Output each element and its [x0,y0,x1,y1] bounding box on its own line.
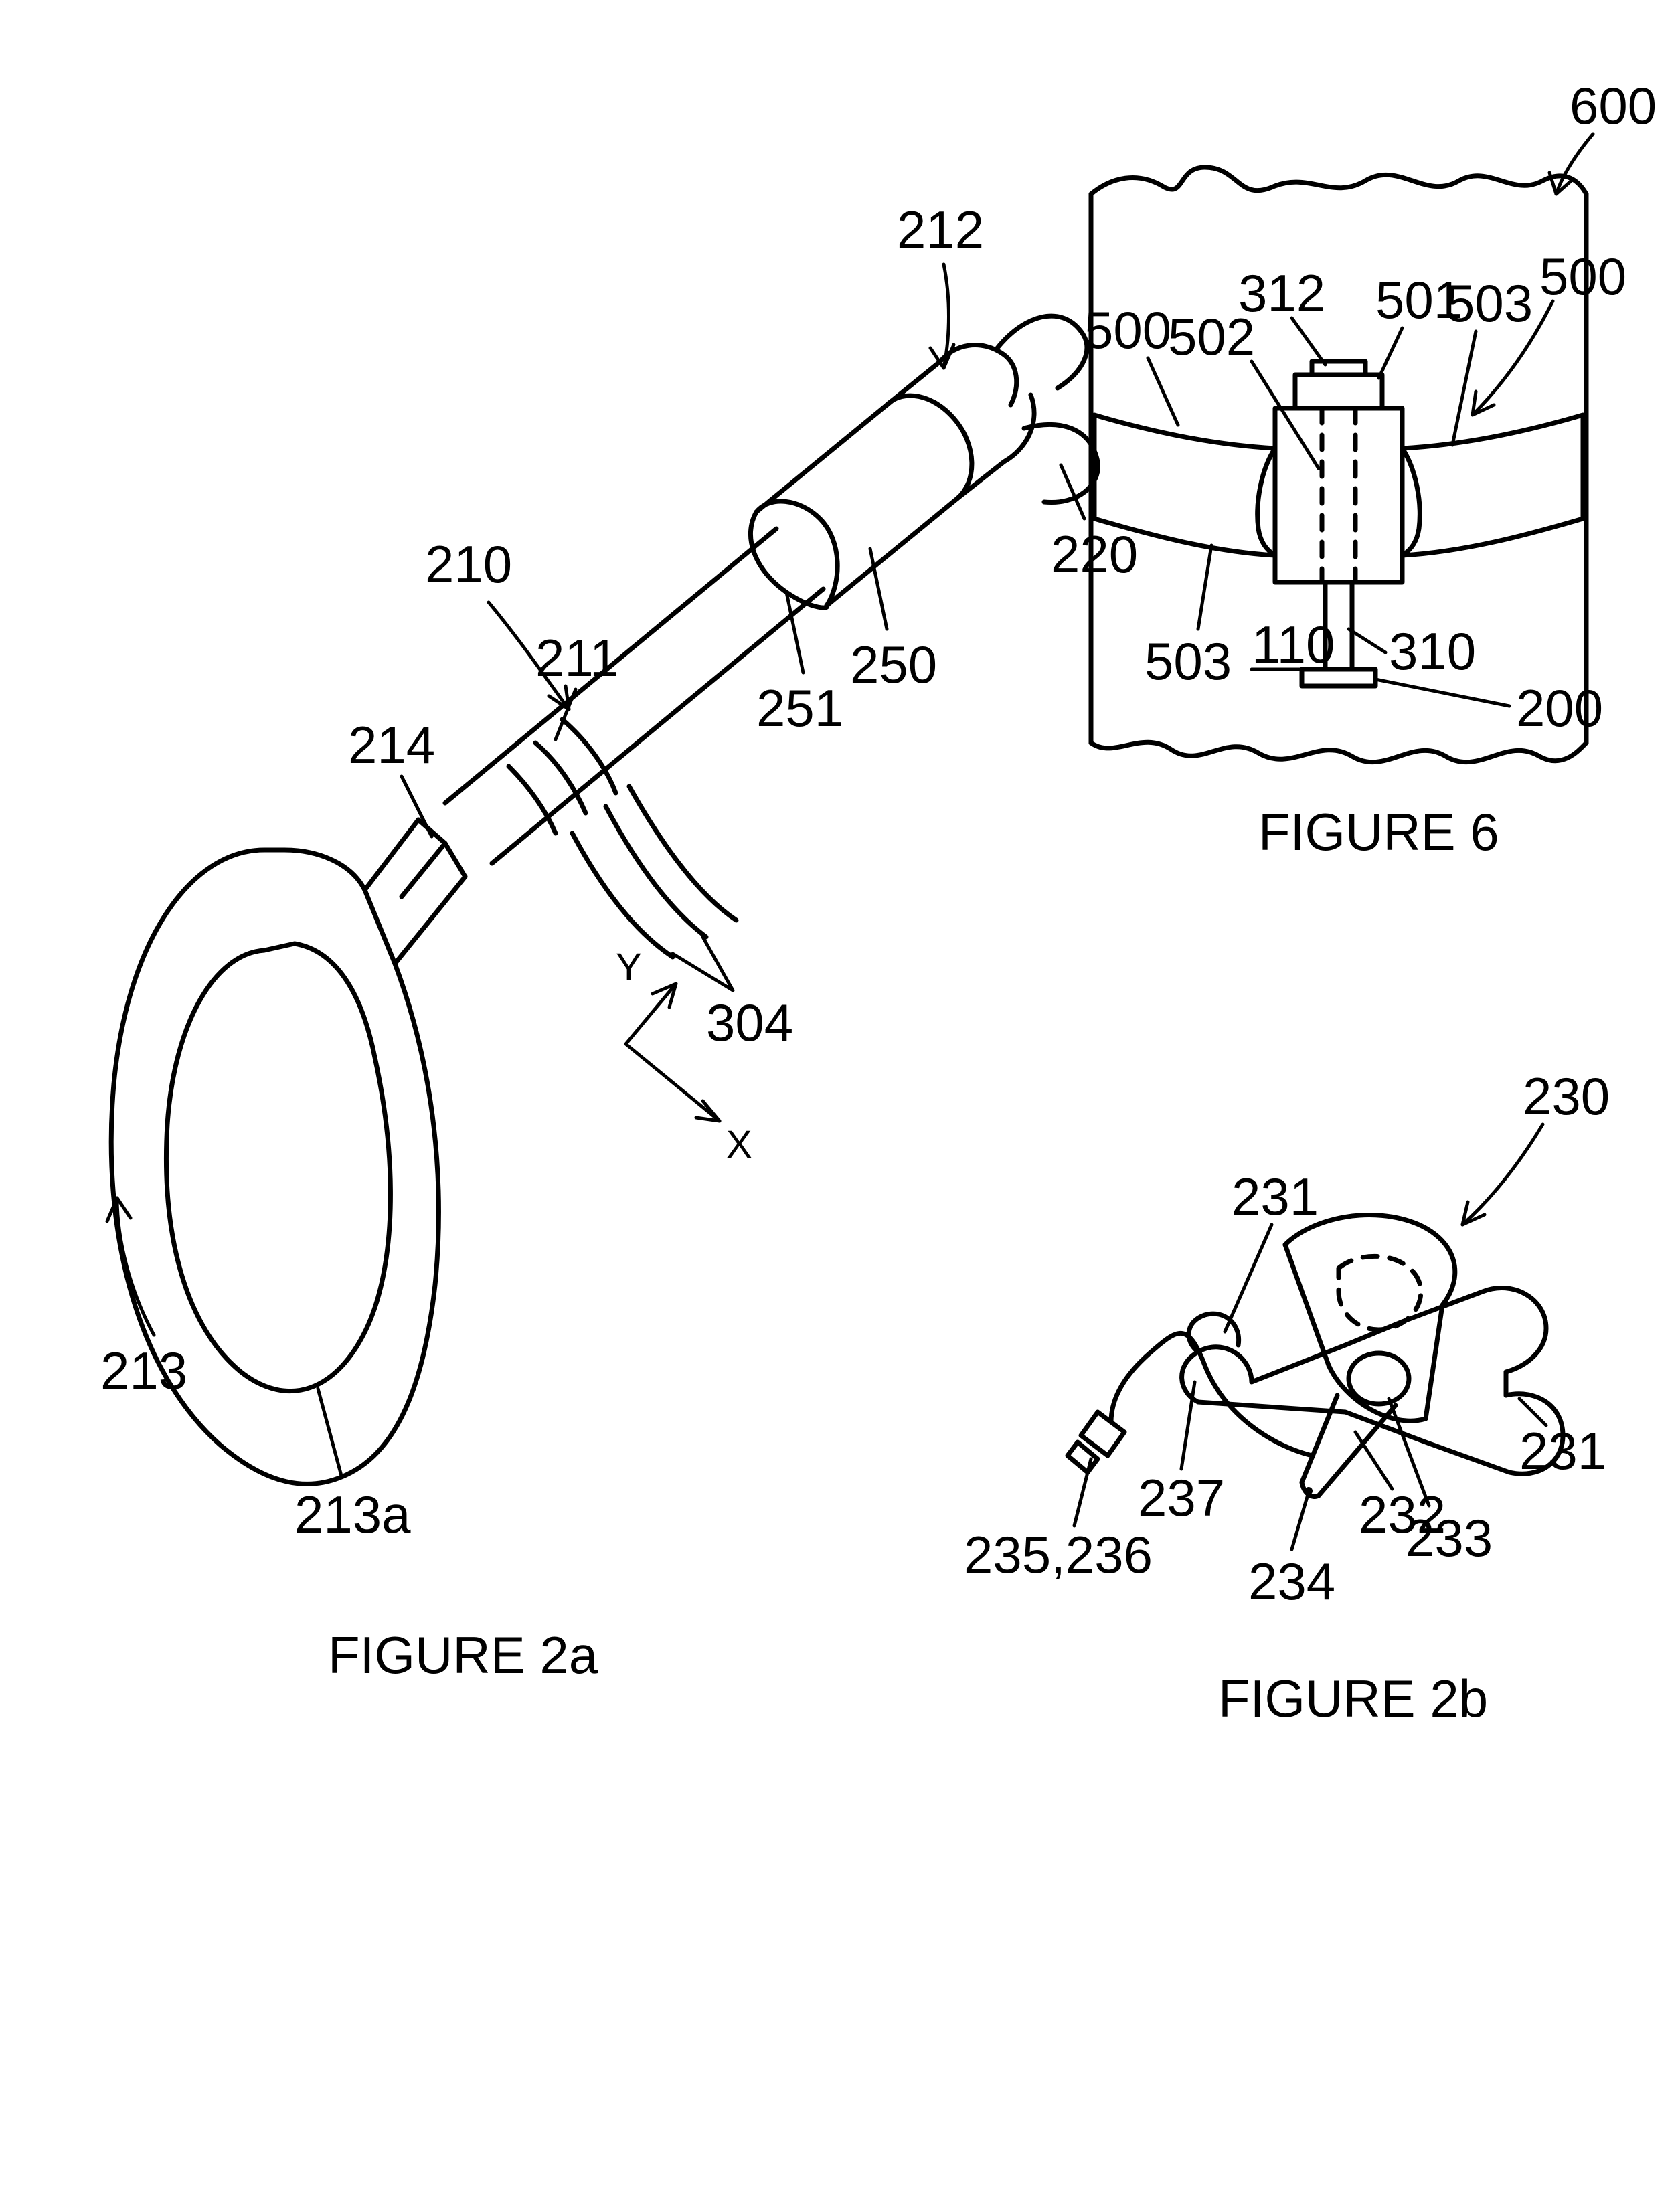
label-231a: 231 [1232,1167,1319,1226]
sleeve-250 [750,361,1004,608]
label-210: 210 [425,535,512,594]
axis-y-label: Y [616,946,642,989]
patent-figures: X Y [0,0,1680,2185]
label-312: 312 [1238,264,1325,323]
label-500b: 500 [1539,247,1626,306]
label-237: 237 [1138,1468,1225,1527]
figure6-caption: FIGURE 6 [1258,802,1499,861]
label-235-236: 235,236 [964,1525,1153,1584]
figure-6: 600 500 500 501 502 503 503 312 310 200 … [1084,76,1657,861]
hooks-304 [572,786,736,957]
label-310: 310 [1389,622,1476,681]
label-233: 233 [1406,1508,1493,1567]
label-230: 230 [1523,1067,1610,1126]
label-304: 304 [706,993,793,1052]
label-213a: 213a [295,1485,411,1544]
label-250: 250 [850,635,937,694]
label-500a: 500 [1084,300,1171,359]
fig6-leaders [1148,134,1593,706]
wire-237 [1068,1333,1312,1472]
label-213: 213 [100,1341,187,1400]
label-200: 200 [1516,679,1603,737]
axis-x-label: X [726,1123,752,1166]
label-600: 600 [1570,76,1657,135]
label-214: 214 [348,715,435,774]
label-212: 212 [897,200,984,259]
figure2b-caption: FIGURE 2b [1218,1669,1488,1728]
label-110: 110 [1252,615,1335,674]
end-clip-220 [940,316,1098,502]
axis-xy: X Y [616,946,752,1166]
label-231b: 231 [1519,1421,1606,1480]
label-211: 211 [535,628,618,687]
label-503a: 503 [1145,632,1232,691]
figure2a-caption: FIGURE 2a [328,1626,598,1684]
label-234: 234 [1248,1552,1335,1611]
label-251: 251 [756,679,843,737]
figure-2b: 230 231 231 232 233 234 237 235,236 FIGU… [964,1067,1610,1728]
cylinder-233 [1285,1215,1455,1421]
band-right [1402,415,1583,555]
label-220: 220 [1051,525,1138,584]
figure-2a: X Y [100,200,1138,1684]
base-plate [1182,1288,1563,1474]
label-503b: 503 [1446,274,1533,333]
